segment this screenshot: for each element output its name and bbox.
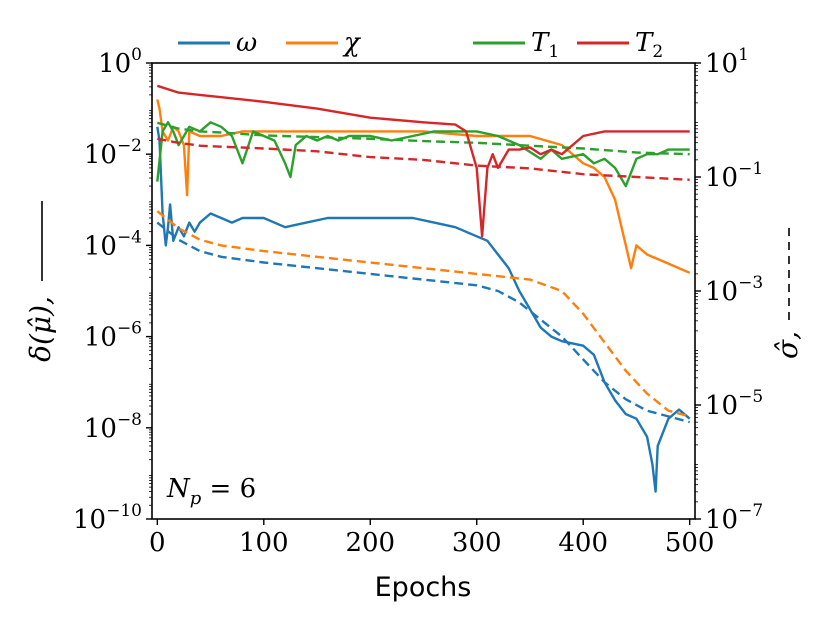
left-y-axis-title-text: δ(μ̂),: [24, 296, 57, 362]
left-y-tick-label: 100: [98, 45, 142, 79]
series-T2-delta-line: [156, 84, 690, 238]
legend-entry-T1-label: T1: [531, 28, 559, 62]
legend-entry-chi-label: χ: [342, 28, 362, 58]
right-y-tick-base: 10: [705, 391, 738, 421]
right-y-tick-exponent: −3: [738, 273, 763, 293]
right-y-tick-label: 10−3: [705, 273, 763, 307]
right-y-tick-exponent: −5: [738, 387, 763, 407]
right-y-tick-label: 101: [705, 45, 749, 79]
x-tick-label: 500: [665, 528, 715, 558]
left-y-tick-label: 10−10: [73, 501, 142, 535]
left-y-tick-label: 10−2: [84, 136, 142, 170]
legend-entry-T2: T2: [577, 28, 663, 62]
left-y-tick-exponent: −4: [117, 227, 142, 247]
x-tick-label: 0: [149, 528, 166, 558]
right-y-tick-label: 10−1: [705, 159, 763, 193]
left-y-tick-label: 10−6: [84, 319, 142, 353]
left-y-tick-exponent: 0: [131, 45, 142, 65]
legend-entry-T2-subscript: 2: [652, 42, 663, 62]
left-y-tick-label: 10−8: [84, 410, 142, 444]
left-y-tick-base: 10: [73, 505, 106, 535]
left-y-tick-base: 10: [84, 323, 117, 353]
x-axis: 0 100 200 300 400 500: [149, 519, 714, 558]
x-tick-label: 400: [558, 528, 608, 558]
series-group: [156, 84, 691, 493]
legend-entry-chi-name: χ: [342, 28, 362, 58]
left-y-tick-exponent: −10: [106, 501, 142, 521]
annotation-np: Np = 6: [166, 474, 256, 509]
annotation-np-sub: p: [190, 488, 202, 509]
series-T1-delta-line: [156, 121, 690, 188]
series-T1-sigma-dashed-line: [156, 121, 690, 156]
right-y-tick-label: 10−5: [705, 387, 763, 421]
series-omega-sigma-dashed-line: [156, 221, 691, 424]
right-y-tick-base: 10: [705, 277, 738, 307]
left-y-tick-exponent: −2: [117, 136, 142, 156]
right-y-tick-base: 10: [705, 49, 738, 79]
x-tick-label: 100: [239, 528, 289, 558]
x-axis-title: Epochs: [375, 572, 472, 603]
left-y-tick-base: 10: [84, 414, 117, 444]
left-y-axis-title: δ(μ̂),: [24, 201, 57, 362]
legend: ω χ T1 T2: [178, 28, 663, 62]
right-y-tick-base: 10: [705, 505, 738, 535]
right-y-tick-exponent: −7: [738, 501, 763, 521]
series-T2-sigma-dashed-line: [157, 137, 690, 181]
left-y-tick-base: 10: [84, 231, 117, 261]
annotation-np-rest: = 6: [201, 474, 256, 504]
x-tick-label: 200: [345, 528, 395, 558]
right-y-tick-label: 10−7: [705, 501, 763, 535]
left-y-tick-exponent: −8: [117, 410, 142, 430]
right-y-tick-base: 10: [705, 163, 738, 193]
right-y-tick-exponent: 1: [738, 45, 749, 65]
right-y-axis-title: σ̂,: [771, 225, 804, 359]
left-y-tick-label: 10−4: [84, 227, 142, 261]
left-y-tick-base: 10: [98, 49, 131, 79]
right-y-axis-title-text: σ̂,: [771, 331, 804, 359]
legend-entry-chi: χ: [286, 28, 362, 58]
x-tick-label: 300: [452, 528, 502, 558]
left-y-tick-exponent: −6: [117, 319, 142, 339]
legend-entry-T2-name: T: [635, 28, 654, 58]
left-y-tick-base: 10: [84, 140, 117, 170]
legend-entry-T2-label: T2: [635, 28, 663, 62]
legend-entry-T1: T1: [473, 28, 559, 62]
series-chi-delta-line: [156, 99, 691, 274]
legend-entry-omega-name: ω: [236, 28, 257, 58]
legend-entry-T1-name: T: [531, 28, 550, 58]
annotation-np-n: N: [166, 474, 191, 504]
series-chi-sigma-dashed-line: [156, 210, 691, 418]
series-omega-delta-line: [156, 126, 691, 493]
right-y-tick-exponent: −1: [738, 159, 763, 179]
legend-entry-T1-subscript: 1: [548, 42, 559, 62]
legend-entry-omega: ω: [178, 28, 257, 58]
legend-entry-omega-label: ω: [236, 28, 257, 58]
